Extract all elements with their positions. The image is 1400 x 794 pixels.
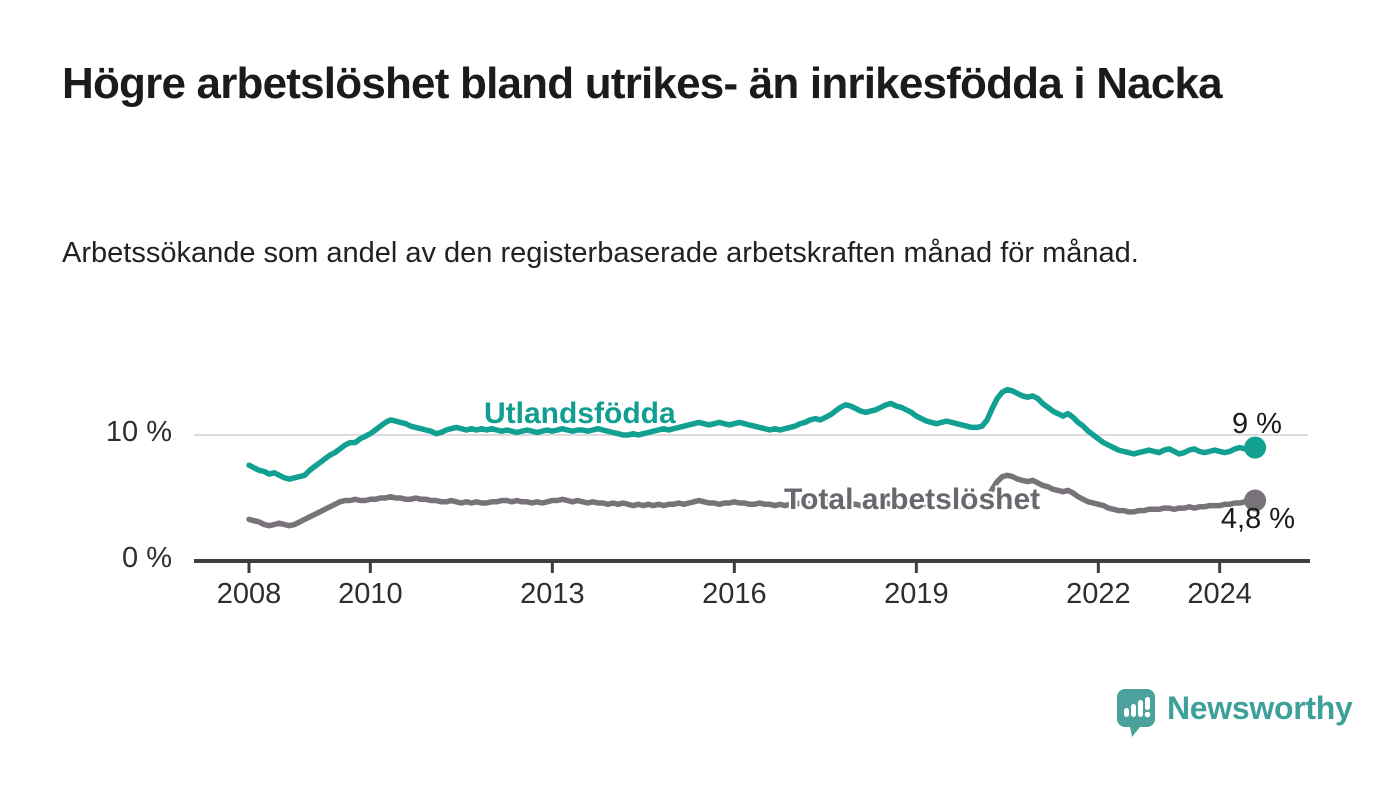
series-end-dot-utlandsfodda (1244, 436, 1267, 459)
x-tick-label: 2022 (1066, 578, 1131, 610)
end-value-label-total: 4,8 % (1220, 503, 1296, 535)
x-tick-label: 2019 (884, 578, 949, 610)
y-tick-label: 10 % (105, 416, 172, 448)
x-tick-label: 2016 (702, 578, 767, 610)
series-label-total: Total arbetslöshet (784, 483, 1041, 516)
x-tick-label: 2013 (520, 578, 585, 610)
bar-chart-glyph (1124, 697, 1151, 718)
x-ticks (247, 561, 1222, 573)
series-label-utlandsfodda: Utlandsfödda (484, 397, 676, 430)
x-tick-label: 2010 (338, 578, 403, 610)
chart-subtitle: Arbetssökande som andel av den registerb… (62, 237, 1139, 269)
series-line-total (246, 472, 1258, 529)
chart-title: Högre arbetslöshet bland utrikes- än inr… (62, 59, 1223, 108)
end-value-label-utlandsfodda: 9 % (1232, 408, 1282, 440)
y-tick-label: 0 % (122, 542, 172, 574)
series-end-dot-total (1244, 489, 1267, 512)
series-line-utlandsfodda (246, 386, 1258, 482)
newsworthy-logo: Newsworthy (1117, 689, 1353, 738)
x-tick-label: 2008 (216, 578, 282, 610)
newsworthy-logo-text: Newsworthy (1167, 690, 1353, 726)
newsworthy-logo-icon (1117, 689, 1155, 737)
x-tick-label: 2024 (1187, 578, 1252, 610)
